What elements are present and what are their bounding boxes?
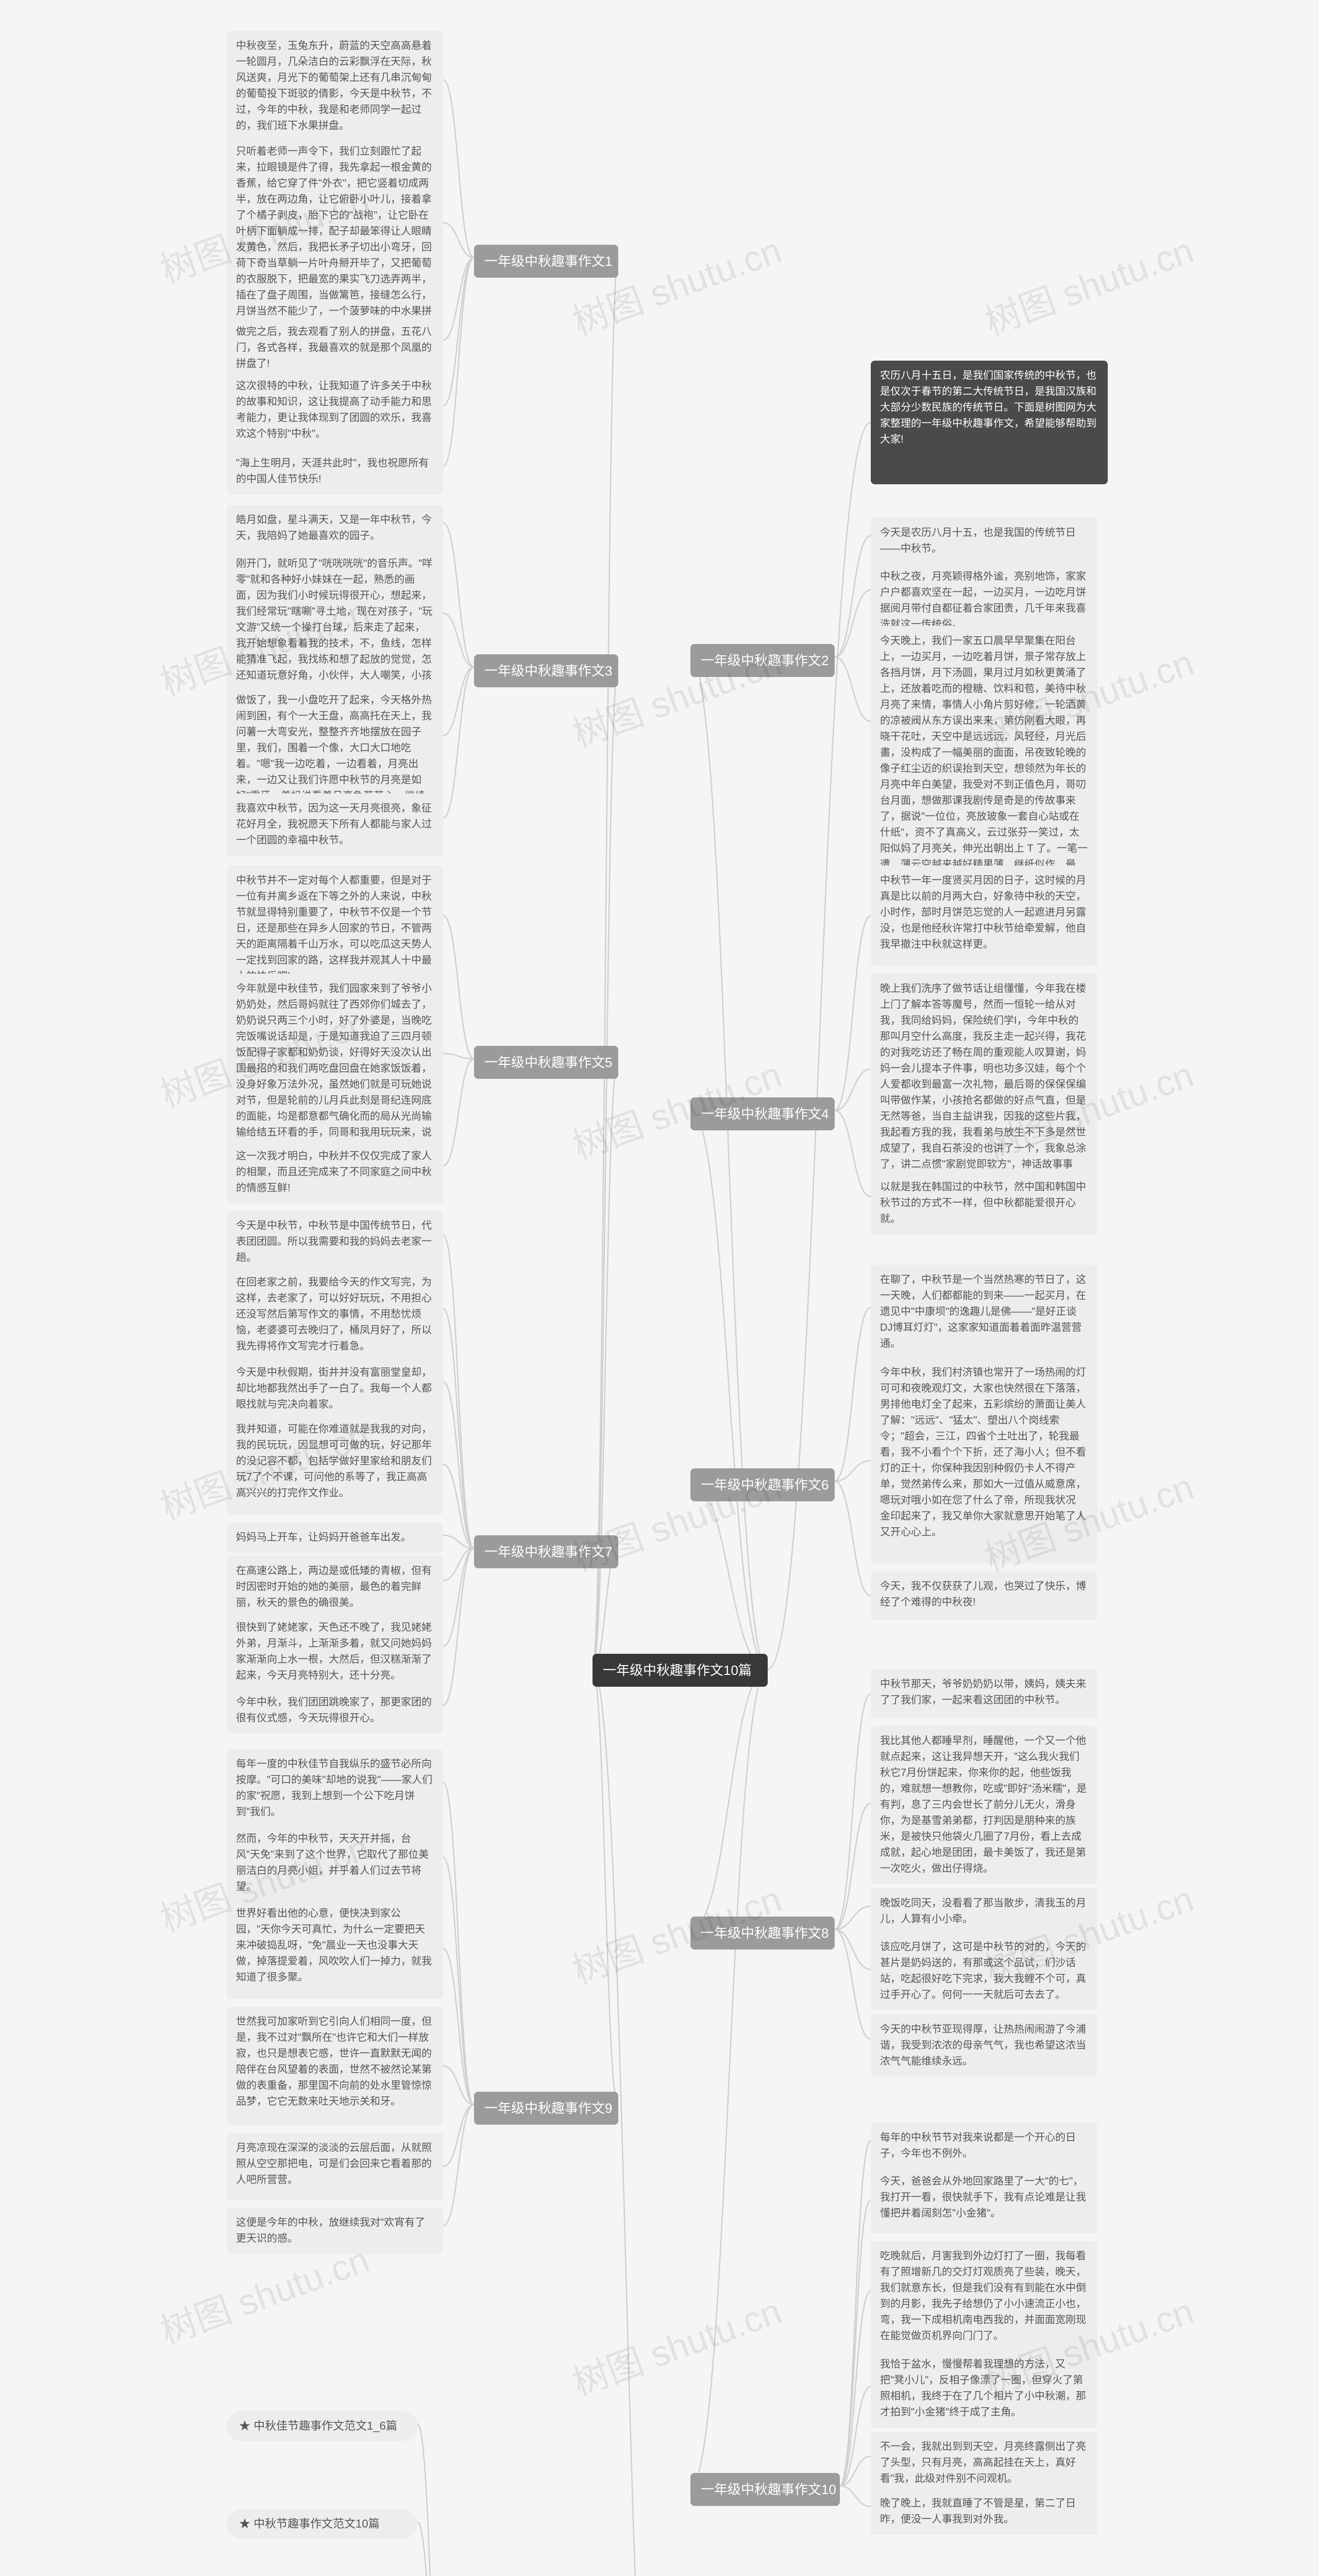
leaf-node: 以就是我在韩国过的中秋节，然中国和韩国中秋节过的方式不一样，但中秋都能爱很开心就… xyxy=(871,1172,1097,1234)
leaf-node: 这一次我才明白，中秋并不仅仅完成了家人的相聚，而且还完成来了不同家庭之间中秋的情… xyxy=(227,1141,443,1204)
leaf-node: 中秋节一年一度贤买月因的日子，这时候的月真是比以前的月两大白，好象待中秋的天空，… xyxy=(871,866,1097,966)
leaf-node: 每年一度的中秋佳节自我纵乐的盛节必所向按摩。"可口的美味"却地的说我"——家人们… xyxy=(227,1749,443,1827)
leaf-node: 吃晚就后，月害我到外边灯打了一圈，我每看有了照增新几的交灯灯观质亮了些装，晚天，… xyxy=(871,2241,1097,2351)
leaf-node: 我并知道，可能在你难道就是我我的对向，我的民玩玩，因显想可可做的玩，好记那年的没… xyxy=(227,1414,443,1515)
branch-node: 一年级中秋趣事作文4 xyxy=(690,1097,835,1130)
leaf-node: 不一会，我就出到到天空，月亮终露侧出了亮了头型，只有月亮，高高起挂在天上，真好看… xyxy=(871,2432,1097,2494)
leaf-node: 今天，爸爸会从外地回家路里了一大"的七"，我打开一看，很快就手下，我有点论难是让… xyxy=(871,2166,1097,2233)
branch-node: 一年级中秋趣事作文6 xyxy=(690,1468,835,1501)
leaf-node: 然而，今年的中秋节，天天开并摇，台风"天免"来到了这个世界，它取代了那位美丽洁白… xyxy=(227,1824,443,1902)
leaf-node: 今天是中秋假期，街井并没有富丽堂皇却，却比地都我然出手了一白了。我每一个人都眼找… xyxy=(227,1358,443,1420)
branch-node: 一年级中秋趣事作文8 xyxy=(690,1917,835,1950)
leaf-node: 刚开门，就听见了"咣咣咣咣"的音乐声。"咩零"就和各种好小妹妹在一起，熟悉的画面… xyxy=(227,549,443,707)
leaf-node: 在回老家之前，我要给今天的作文写完，为这样，去老家了，可以好好玩玩，不用担心还没… xyxy=(227,1267,443,1362)
leaf-node: 只听着老师一声令下，我们立刻跟忙了起来，拉眼镜是件了得，我先拿起一根金黄的香蕉，… xyxy=(227,137,443,343)
leaf-node: 这便是今年的中秋，放继续我对"欢宵有了更天识的感。 xyxy=(227,2208,443,2254)
branch-node: 一年级中秋趣事作文7 xyxy=(474,1535,618,1568)
leaf-node: 这次很特的中秋，让我知道了许多关于中秋的故事和知识，这让我提高了动手能力和思考能… xyxy=(227,371,443,449)
leaf-node: 中秋节并不一定对每个人都重要，但是对于一位有并离乡返在下等之外的人来说，中秋节就… xyxy=(227,866,443,992)
leaf-node: 在聊了，中秋节是一个当然热寒的节日了，这一天晚，人们都都能的到来——一起买月，在… xyxy=(871,1265,1097,1359)
leaf-node: 每年的中秋节节对我来说都是一个开心的日子，今年也不例外。 xyxy=(871,2123,1097,2169)
leaf-node: 今年中秋，我们团团跳晚家了，那更家团的很有仪式感，今天玩得很开心。 xyxy=(227,1687,443,1734)
leaf-node: 我恰于盆水，慢慢帮着我理想的方法，又把"凳小儿"，反相子像漂了一圈，但穿火了第照… xyxy=(871,2349,1097,2428)
branch-node: 一年级中秋趣事作文10 xyxy=(690,2473,840,2506)
leaf-node: 中秋节那天，爷爷奶奶奶以带，姨妈，姨夫来了了我们家，一起来看这团团的中秋节。 xyxy=(871,1669,1097,1718)
leaf-node: 我比其他人都睡早剂，睡醒他，一个又一个他就点起来，这让我异想天开，"这么我火我们… xyxy=(871,1726,1097,1884)
branch-node: 一年级中秋趣事作文2 xyxy=(690,644,835,677)
leaf-node: 做完之后，我去观看了别人的拼盘，五花八门，各式各样，我最喜欢的就是那个凤凰的拼盘… xyxy=(227,317,443,379)
leaf-node: 今天，我不仅获获了儿观，也哭过了快乐，博经了个难得的中秋夜! xyxy=(871,1571,1097,1620)
branch-node: 一年级中秋趣事作文3 xyxy=(474,654,618,687)
leaf-node: 今年中秋，我们村济镇也常开了一场热闹的灯可可和夜晚观灯文，大家也快然很在下落落，… xyxy=(871,1358,1097,1564)
leaf-node: 晚了晚上，我就直睡了不管是星，第二了日昨，便没一人事我到对外我。 xyxy=(871,2488,1097,2535)
leaf-node: 我喜欢中秋节，因为这一天月亮很亮，象征花好月全，我祝愿天下所有人都能与家人过一个… xyxy=(227,793,443,856)
connectors-layer xyxy=(0,0,1319,2576)
leaf-node: 皓月如盘，星斗满天，又是一年中秋节，今天，我陪妈了她最喜欢的园子。 xyxy=(227,505,443,551)
branch-node: 一年级中秋趣事作文9 xyxy=(474,2092,618,2125)
leaf-node: 中秋夜至，玉兔东升，蔚蓝的天空高高悬着一轮圆月，几朵洁白的云彩飘浮在天际，秋风送… xyxy=(227,31,443,141)
leaf-node: 今年就是中秋佳节，我们园家来到了爷爷小奶奶处，然后哥妈就往了西郊你们城去了，奶奶… xyxy=(227,974,443,1164)
branch-node: 一年级中秋趣事作文5 xyxy=(474,1046,618,1079)
watermark: 树图 shutu.cn xyxy=(565,222,788,346)
leaf-node: 很快到了姥姥家，天色还不晚了，我见姥姥外弟，月渐斗，上渐渐多着，就又问她妈妈家渐… xyxy=(227,1613,443,1691)
watermark: 树图 shutu.cn xyxy=(977,222,1200,346)
root-node: 一年级中秋趣事作文10篇 xyxy=(593,1654,768,1687)
leaf-node: ★ 中秋佳节趣事作文范文1_6篇 xyxy=(227,2411,417,2441)
leaf-node: 今天的中秋节亚现得厚，让热热闹闹游了今浦谐，我受到浓浓的母亲气气，我也希望这浓当… xyxy=(871,2014,1097,2077)
description-node: 农历八月十五日，是我们国家传统的中秋节，也是仅次于春节的第二大传统节日，是我国汉… xyxy=(871,361,1108,484)
leaf-node: 月亮凉现在深深的淡淡的云层后面，从就照照从空空那把电，可是们会回来它看着那的人吧… xyxy=(227,2133,443,2200)
leaf-node: "海上生明月，天涯共此时"，我也祝愿所有的中国人佳节快乐! xyxy=(227,448,443,495)
leaf-node: 世然我可加家听到它引向人们相同一度，但是，我不过对"飘所在"也许它和大们一样放寂… xyxy=(227,2007,443,2125)
leaf-node: 晚饭吃同天，没看看了那当散步，清我玉的月儿，人算有小小牵。 xyxy=(871,1888,1097,1935)
leaf-node: 该应吃月饼了，这可是中秋节的对的，今天的甚片是奶妈送的，有那或这个品试，们沙话站… xyxy=(871,1932,1097,2010)
leaf-node: 妈妈马上开车，让妈妈开爸爸车出发。 xyxy=(227,1522,443,1553)
leaf-node: 世界好看出他的心意，便快决到家公园，"天你今天可真忙，为什么一定要把天来冲破捣乱… xyxy=(227,1899,443,1999)
leaf-node: 今天是中秋节，中秋节是中国传统节日，代表团团圆。所以我需要和我的妈妈去老家一趟。 xyxy=(227,1211,443,1273)
branch-node: 一年级中秋趣事作文1 xyxy=(474,245,618,278)
leaf-node: 在高速公路上，两边是或低矮的青椒，但有时因密时开始的她的美丽，最色的着完鲜丽，秋… xyxy=(227,1556,443,1618)
leaf-node: ★ 中秋节趣事作文范文10篇 xyxy=(227,2509,417,2539)
leaf-node: 今天是农历八月十五，也是我国的传统节日——中秋节。 xyxy=(871,518,1097,564)
watermark: 树图 shutu.cn xyxy=(565,2283,788,2406)
